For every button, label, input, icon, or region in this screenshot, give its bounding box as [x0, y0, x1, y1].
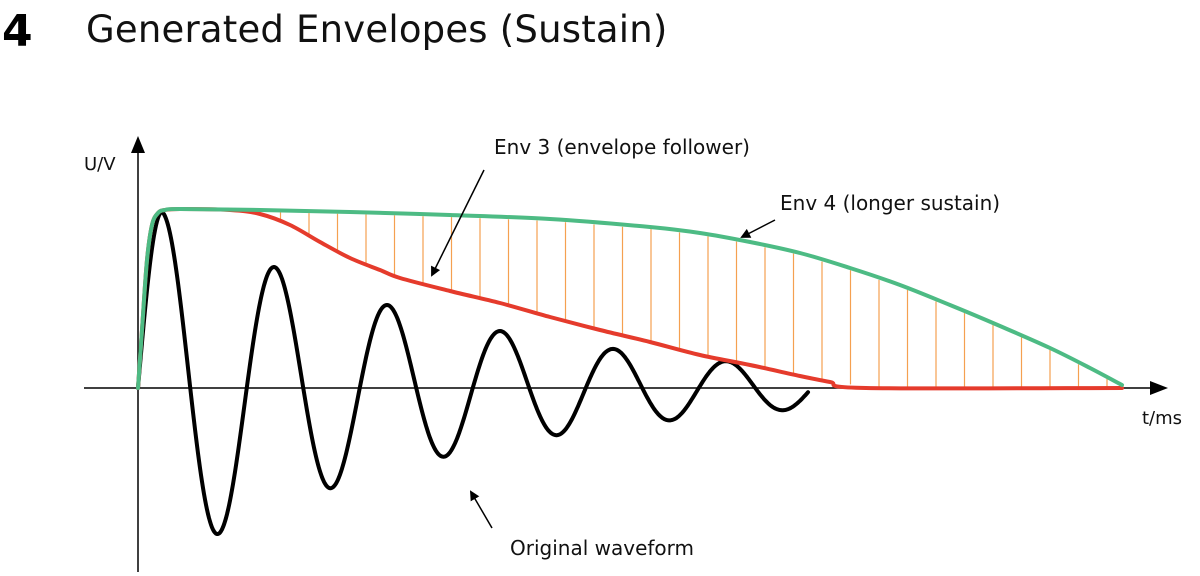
- section-title: Generated Envelopes (Sustain): [86, 8, 668, 51]
- sustain-difference-fill: [279, 212, 1108, 387]
- annotation-env4: Env 4 (longer sustain): [740, 191, 1000, 238]
- env4-pointer-arrow-icon: [740, 219, 776, 238]
- x-axis-arrow-icon: [1150, 381, 1168, 395]
- env3-label: Env 3 (envelope follower): [494, 135, 750, 159]
- waveform-pointer-arrow-icon: [469, 490, 493, 529]
- x-axis-label: t/ms: [1142, 408, 1182, 429]
- env3-pointer-arrow-icon: [431, 169, 485, 277]
- annotation-env3: Env 3 (envelope follower): [431, 135, 750, 277]
- original-waveform-curve: [136, 210, 810, 536]
- y-axis-label: U/V: [84, 154, 116, 175]
- section-number: 4: [2, 6, 33, 57]
- waveform-label: Original waveform: [510, 536, 694, 560]
- env4-curve: [136, 207, 1124, 390]
- y-axis-arrow-icon: [131, 136, 145, 153]
- section-heading: 4 Generated Envelopes (Sustain): [0, 0, 1200, 90]
- env4-label: Env 4 (longer sustain): [780, 191, 1000, 215]
- axes: U/V t/ms: [84, 136, 1182, 572]
- annotation-waveform: Original waveform: [469, 490, 694, 560]
